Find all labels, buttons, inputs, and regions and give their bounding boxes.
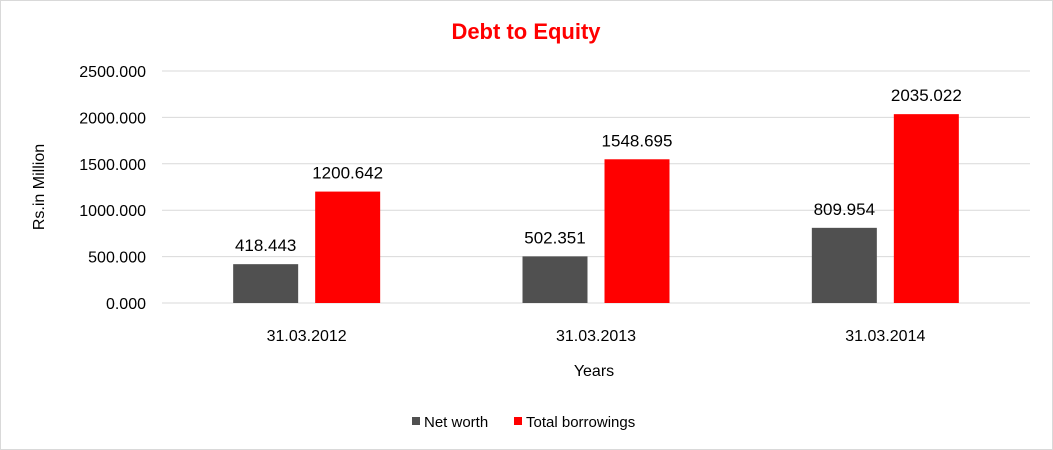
y-axis-ticks: 0.000 500.000 1000.000 1500.000 2000.000 2500… — [79, 64, 146, 313]
x-axis-categories: 31.03.2012 31.03.2013 31.03.2014 — [267, 328, 926, 345]
legend: Net worth Total borrowings — [412, 414, 635, 431]
legend-swatch-net-worth — [412, 417, 420, 425]
bars — [233, 114, 959, 303]
data-labels: 418.443 1200.642 502.351 1548.695 809.954 203… — [235, 86, 962, 255]
bar-total-borrowings — [315, 191, 381, 303]
data-label: 1548.695 — [602, 131, 673, 150]
legend-label-total-borrowings: Total borrowings — [526, 414, 635, 431]
gridlines — [162, 70, 1030, 304]
x-category-label: 31.03.2014 — [845, 328, 925, 345]
chart-title: Debt to Equity — [451, 19, 601, 44]
y-tick-label: 0.000 — [106, 296, 146, 313]
y-tick-label: 500.000 — [88, 250, 146, 267]
legend-label-net-worth: Net worth — [424, 414, 488, 431]
data-label: 502.351 — [524, 228, 585, 247]
x-category-label: 31.03.2013 — [556, 328, 636, 345]
data-label: 809.954 — [814, 200, 875, 219]
y-tick-label: 2000.000 — [79, 110, 146, 127]
x-axis-label: Years — [574, 363, 614, 380]
y-axis-label: Rs.in Million — [31, 144, 48, 230]
bar-net-worth — [522, 256, 588, 303]
bar-total-borrowings — [604, 159, 670, 303]
x-category-label: 31.03.2012 — [267, 328, 347, 345]
y-tick-label: 1000.000 — [79, 203, 146, 220]
legend-swatch-total-borrowings — [514, 417, 522, 425]
y-tick-label: 2500.000 — [79, 64, 146, 81]
bar-net-worth — [233, 264, 299, 303]
bar-net-worth — [811, 227, 877, 303]
data-label: 2035.022 — [891, 86, 962, 105]
y-tick-label: 1500.000 — [79, 157, 146, 174]
data-label: 418.443 — [235, 236, 296, 255]
bar-total-borrowings — [893, 114, 959, 303]
data-label: 1200.642 — [312, 164, 383, 183]
